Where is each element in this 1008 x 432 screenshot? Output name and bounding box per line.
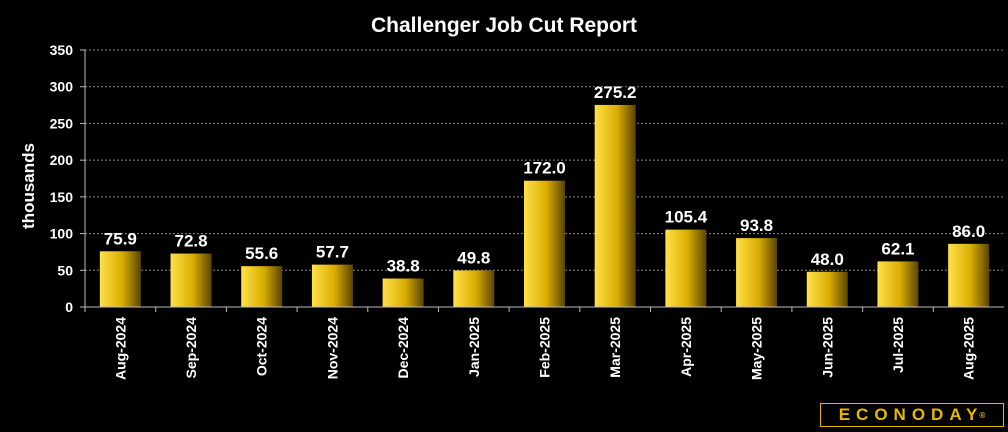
data-label: 57.7 bbox=[316, 243, 349, 262]
bar-feb-2025 bbox=[523, 180, 566, 307]
bar-jul-2025 bbox=[877, 261, 919, 307]
logo-text: ECONODAY bbox=[838, 405, 984, 424]
data-label: 38.8 bbox=[387, 257, 420, 276]
x-tick-label: Sep-2024 bbox=[183, 317, 199, 379]
data-labels: 75.9 72.8 55.6 57.7 38.8 49.8 172.0 275.2 105.4 9… bbox=[104, 83, 985, 276]
data-label: 55.6 bbox=[245, 244, 278, 263]
x-tick-label: Feb-2025 bbox=[537, 317, 553, 378]
x-tick-label: Jun-2025 bbox=[819, 317, 835, 378]
x-tick-label: Aug-2024 bbox=[112, 317, 128, 380]
registered-mark: ® bbox=[979, 410, 986, 420]
bar-aug-2024 bbox=[99, 251, 141, 307]
data-label: 75.9 bbox=[104, 229, 137, 248]
bar-mar-2025 bbox=[594, 104, 636, 308]
data-label: 86.0 bbox=[952, 222, 985, 241]
bar-dec-2024 bbox=[382, 278, 424, 307]
y-tick-label: 300 bbox=[50, 79, 74, 95]
y-tick-label: 0 bbox=[65, 299, 73, 315]
x-tick-label: Jan-2025 bbox=[466, 317, 482, 377]
x-tick-label: Apr-2025 bbox=[678, 317, 694, 377]
x-tick-label: May-2025 bbox=[749, 317, 765, 380]
y-axis-label: thousands bbox=[19, 143, 38, 229]
bars bbox=[99, 104, 990, 308]
x-tick-labels: Aug-2024 Sep-2024 Oct-2024 Nov-2024 Dec-2024… bbox=[84, 307, 977, 380]
bar-may-2025 bbox=[736, 238, 778, 307]
econoday-logo: ECONODAY ® bbox=[820, 403, 1004, 427]
x-tick-label: Jul-2025 bbox=[890, 317, 906, 373]
bar-aug-2025 bbox=[948, 243, 990, 307]
bar-apr-2025 bbox=[665, 229, 707, 307]
y-tick-label: 200 bbox=[50, 152, 74, 168]
y-tick-label: 250 bbox=[50, 115, 74, 131]
x-tick-label: Oct-2024 bbox=[254, 317, 270, 376]
x-tick-label: Dec-2024 bbox=[395, 317, 411, 379]
data-label: 48.0 bbox=[811, 250, 844, 269]
y-tick-labels: 0 50 100 150 200 250 300 350 bbox=[50, 42, 85, 315]
bar-jun-2025 bbox=[806, 271, 848, 307]
x-tick-label: Mar-2025 bbox=[607, 317, 623, 378]
x-tick-label: Aug-2025 bbox=[961, 317, 977, 380]
data-label: 49.8 bbox=[457, 248, 490, 267]
data-label: 93.8 bbox=[740, 216, 773, 235]
y-tick-label: 350 bbox=[50, 42, 74, 58]
bar-nov-2024 bbox=[311, 264, 353, 307]
data-label: 105.4 bbox=[665, 208, 708, 227]
data-label: 72.8 bbox=[174, 232, 207, 251]
bar-sep-2024 bbox=[170, 253, 212, 307]
x-tick-label: Nov-2024 bbox=[324, 317, 340, 379]
y-tick-label: 50 bbox=[57, 262, 73, 278]
bar-oct-2024 bbox=[241, 266, 283, 307]
data-label: 172.0 bbox=[523, 159, 566, 178]
grid-lines bbox=[85, 49, 1004, 271]
bar-jan-2025 bbox=[453, 270, 495, 307]
chart-title: Challenger Job Cut Report bbox=[371, 14, 637, 37]
data-label: 275.2 bbox=[594, 83, 637, 102]
y-tick-label: 150 bbox=[50, 189, 74, 205]
y-tick-label: 100 bbox=[50, 226, 74, 242]
data-label: 62.1 bbox=[881, 239, 914, 258]
